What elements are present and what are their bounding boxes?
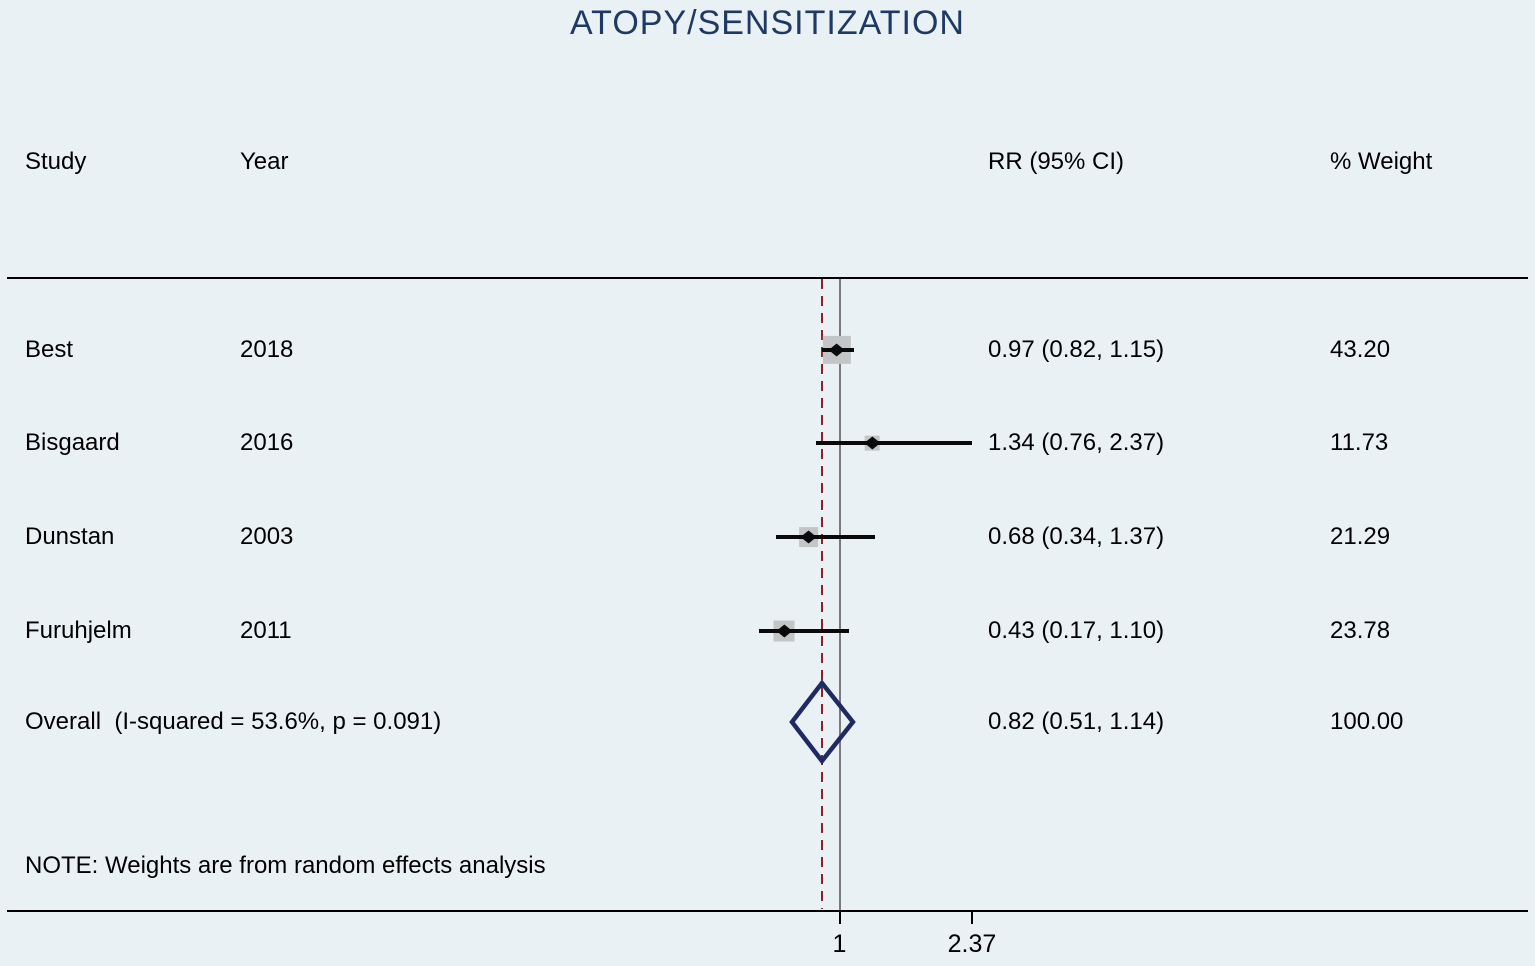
x-axis-line	[7, 910, 1528, 912]
rr-label: 0.97 (0.82, 1.15)	[988, 336, 1165, 363]
year-label: 2003	[240, 523, 294, 550]
overall-dashed-line	[821, 279, 824, 909]
column-header-rr: RR (95% CI)	[988, 148, 1125, 175]
point-marker	[864, 436, 881, 450]
study-label: Dunstan	[25, 523, 115, 550]
weight-label: 43.20	[1330, 336, 1391, 363]
ci-line	[759, 629, 850, 633]
weight-label: 23.78	[1330, 617, 1391, 644]
study-label: Best	[25, 336, 74, 363]
weight-label: 21.29	[1330, 523, 1391, 550]
column-header-year: Year	[240, 148, 289, 175]
overall-diamond	[789, 679, 856, 765]
rr-label: 1.34 (0.76, 2.37)	[988, 429, 1165, 456]
axis-tick	[838, 910, 841, 924]
year-label: 2011	[240, 617, 292, 644]
study-label: Furuhjelm	[25, 617, 132, 644]
note-label: NOTE: Weights are from random effects an…	[25, 852, 546, 879]
axis-tick-label: 2.37	[947, 930, 997, 958]
page-title: ATOPY/SENSITIZATION	[570, 4, 965, 42]
year-label: 2016	[240, 429, 294, 456]
point-marker	[828, 343, 845, 357]
axis-tick	[970, 910, 973, 924]
column-header-study: Study	[25, 148, 87, 175]
overall-label: Overall (I-squared = 53.6%, p = 0.091)	[25, 708, 442, 735]
rr-label: 0.43 (0.17, 1.10)	[988, 617, 1165, 644]
study-label: Bisgaard	[25, 429, 120, 456]
null-reference-line	[838, 279, 841, 910]
point-marker	[800, 530, 817, 544]
weight-label: 11.73	[1330, 429, 1389, 456]
rr-label: 0.68 (0.34, 1.37)	[988, 523, 1165, 550]
header-separator-line	[7, 277, 1528, 279]
overall-weight-label: 100.00	[1330, 708, 1404, 735]
overall-rr-label: 0.82 (0.51, 1.14)	[988, 708, 1165, 735]
ci-line	[816, 441, 972, 445]
axis-tick-label: 1	[832, 930, 847, 958]
year-label: 2018	[240, 336, 294, 363]
point-marker	[776, 624, 793, 638]
column-header-weight: % Weight	[1330, 148, 1433, 175]
ci-line	[775, 535, 876, 539]
